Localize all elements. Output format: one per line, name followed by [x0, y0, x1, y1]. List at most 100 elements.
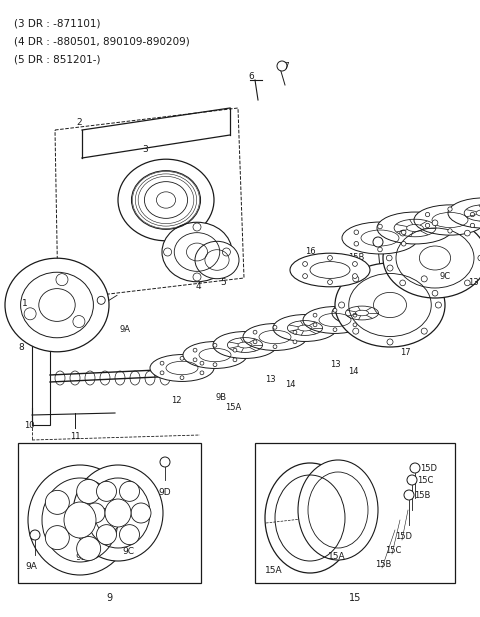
- Ellipse shape: [265, 463, 355, 573]
- Circle shape: [253, 340, 257, 344]
- Circle shape: [45, 491, 69, 515]
- Text: 15B: 15B: [375, 560, 391, 569]
- Text: 15A: 15A: [265, 566, 283, 575]
- Circle shape: [180, 357, 184, 360]
- Text: 15C: 15C: [385, 546, 401, 555]
- Circle shape: [421, 276, 427, 282]
- Circle shape: [131, 503, 151, 523]
- Ellipse shape: [303, 307, 367, 333]
- Ellipse shape: [273, 315, 337, 341]
- Circle shape: [160, 457, 170, 467]
- Circle shape: [435, 302, 442, 308]
- Text: (5 DR : 851201-): (5 DR : 851201-): [14, 54, 100, 64]
- Text: 4: 4: [196, 282, 202, 291]
- Circle shape: [273, 345, 277, 349]
- Text: 14: 14: [285, 380, 296, 389]
- Ellipse shape: [448, 198, 480, 228]
- Ellipse shape: [64, 502, 96, 538]
- Text: 12: 12: [171, 396, 181, 405]
- Text: 15B: 15B: [414, 491, 431, 500]
- Text: 9D: 9D: [158, 488, 170, 497]
- Text: (4 DR : -880501, 890109-890209): (4 DR : -880501, 890109-890209): [14, 36, 190, 46]
- Circle shape: [24, 308, 36, 320]
- Circle shape: [470, 223, 475, 228]
- Circle shape: [410, 463, 420, 473]
- Circle shape: [253, 330, 257, 334]
- Circle shape: [120, 524, 140, 545]
- Circle shape: [432, 220, 438, 226]
- Ellipse shape: [195, 241, 239, 279]
- Ellipse shape: [335, 263, 445, 347]
- Circle shape: [401, 230, 406, 234]
- Text: 9B: 9B: [75, 553, 87, 562]
- Text: 7: 7: [283, 62, 289, 71]
- Circle shape: [293, 340, 297, 344]
- Circle shape: [85, 503, 105, 523]
- Text: 11: 11: [70, 432, 81, 441]
- Circle shape: [200, 361, 204, 365]
- Circle shape: [213, 344, 217, 347]
- Circle shape: [338, 302, 345, 308]
- Ellipse shape: [243, 323, 307, 350]
- Circle shape: [277, 61, 287, 71]
- Circle shape: [400, 280, 406, 286]
- Ellipse shape: [73, 465, 163, 561]
- Circle shape: [45, 526, 69, 550]
- Circle shape: [404, 490, 414, 500]
- Text: 9: 9: [107, 593, 113, 603]
- Circle shape: [327, 280, 332, 284]
- Bar: [18, 443, 201, 583]
- Circle shape: [378, 247, 382, 252]
- Circle shape: [313, 313, 317, 317]
- Circle shape: [327, 255, 332, 260]
- Circle shape: [96, 508, 120, 532]
- Circle shape: [421, 328, 427, 334]
- Text: 15A: 15A: [328, 552, 346, 561]
- Ellipse shape: [162, 222, 232, 282]
- Circle shape: [293, 330, 297, 334]
- Text: 17: 17: [400, 348, 410, 357]
- Text: 1: 1: [22, 299, 28, 308]
- Circle shape: [373, 237, 383, 247]
- Text: 3: 3: [142, 145, 148, 154]
- Ellipse shape: [383, 218, 480, 298]
- Text: 15B: 15B: [348, 253, 364, 262]
- Ellipse shape: [342, 222, 418, 254]
- Circle shape: [56, 274, 68, 286]
- Circle shape: [160, 371, 164, 375]
- Circle shape: [448, 229, 452, 233]
- Circle shape: [353, 313, 357, 317]
- Text: 5: 5: [220, 278, 226, 287]
- Text: 15: 15: [349, 593, 361, 603]
- Circle shape: [378, 224, 382, 229]
- Circle shape: [77, 479, 101, 503]
- Bar: [32, 345, 50, 425]
- Circle shape: [200, 371, 204, 375]
- Circle shape: [313, 323, 317, 327]
- Ellipse shape: [118, 159, 214, 241]
- Text: 8: 8: [18, 343, 24, 352]
- Text: 15D: 15D: [395, 532, 412, 541]
- Text: 13: 13: [468, 278, 479, 287]
- Circle shape: [353, 323, 357, 327]
- Ellipse shape: [105, 499, 131, 527]
- Circle shape: [470, 212, 475, 217]
- Circle shape: [386, 255, 392, 261]
- Circle shape: [120, 481, 140, 502]
- Text: 13: 13: [265, 375, 276, 384]
- Text: 9A: 9A: [120, 325, 131, 334]
- Text: 6: 6: [248, 72, 254, 81]
- Text: 18: 18: [356, 237, 367, 246]
- Text: 16: 16: [305, 247, 316, 256]
- Circle shape: [193, 348, 197, 352]
- Circle shape: [387, 265, 393, 271]
- Ellipse shape: [183, 342, 247, 368]
- Circle shape: [465, 230, 470, 236]
- Circle shape: [273, 325, 277, 329]
- Circle shape: [387, 339, 393, 345]
- Circle shape: [96, 524, 117, 545]
- Circle shape: [425, 212, 430, 217]
- Circle shape: [407, 475, 417, 485]
- Text: 2: 2: [76, 118, 82, 127]
- Circle shape: [448, 207, 452, 211]
